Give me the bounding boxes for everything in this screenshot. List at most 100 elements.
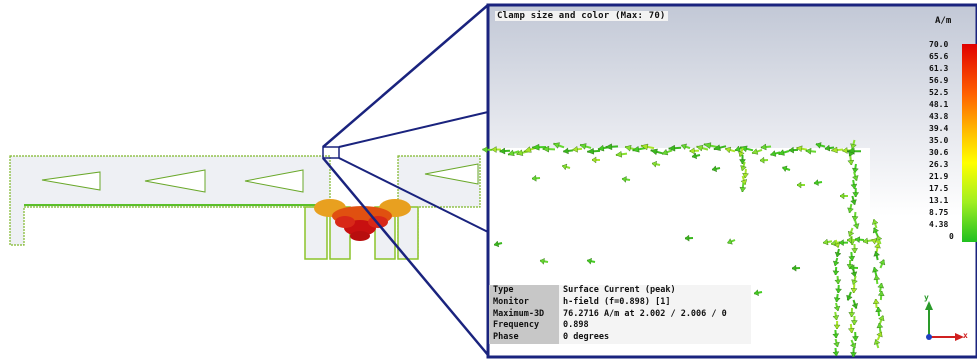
field-arrow-head bbox=[805, 147, 812, 155]
field-arrow-head bbox=[832, 333, 840, 339]
field-arrow-head bbox=[846, 236, 852, 244]
field-arrow-head bbox=[852, 192, 860, 198]
info-row: Maximum-3D 76.2716 A/m at 2.002 / 2.006 /… bbox=[489, 308, 751, 321]
legend-tick-label: 52.5 bbox=[929, 88, 949, 97]
slot-3 bbox=[244, 169, 304, 193]
field-arrow-head bbox=[796, 181, 802, 189]
field-arrow-head bbox=[615, 150, 623, 158]
field-arrow-head bbox=[834, 279, 842, 285]
slot-4 bbox=[424, 163, 479, 185]
field-arrow-head bbox=[877, 290, 885, 297]
legend-tick-label: 21.9 bbox=[929, 172, 949, 181]
field-arrow-head bbox=[689, 147, 695, 155]
field-arrow-head bbox=[759, 156, 765, 164]
field-arrow-head bbox=[852, 336, 859, 342]
field-arrow-head bbox=[873, 339, 881, 345]
field-arrow-head bbox=[815, 142, 822, 149]
field-arrow-head bbox=[871, 219, 879, 225]
field-arrow-head bbox=[851, 248, 858, 254]
field-arrow-head bbox=[877, 282, 885, 289]
field-arrow-head bbox=[713, 144, 721, 151]
field-arrow-head bbox=[621, 176, 627, 183]
field-arrow-head bbox=[681, 143, 687, 150]
field-arrow-head bbox=[847, 207, 854, 214]
field-arrow-head bbox=[742, 172, 749, 179]
field-arrow-head bbox=[850, 183, 858, 190]
field-arrow-head bbox=[874, 242, 881, 249]
field-arrow-head bbox=[847, 327, 855, 334]
field-arrow-head bbox=[591, 156, 597, 164]
field-arrow-head bbox=[539, 258, 545, 265]
info-key: Monitor bbox=[489, 296, 559, 309]
field-arrow-head bbox=[832, 270, 840, 276]
legend-tick-label: 70.0 bbox=[929, 40, 949, 49]
field-arrow-head bbox=[493, 240, 500, 248]
field-arrow-head bbox=[876, 331, 883, 338]
field-arrow-head bbox=[684, 234, 690, 242]
field-arrow-head bbox=[542, 145, 550, 153]
field-arrow-head bbox=[691, 152, 698, 160]
field-arrow-head bbox=[872, 298, 880, 305]
legend-tick-label: 4.38 bbox=[929, 220, 949, 229]
field-arrow-head bbox=[696, 144, 704, 152]
field-arrow-head bbox=[751, 148, 759, 155]
field-arrow-head bbox=[832, 315, 840, 321]
field-arrow-head bbox=[760, 143, 767, 151]
field-arrow-head bbox=[833, 324, 841, 330]
field-arrow-head bbox=[838, 239, 844, 247]
field-arrow-head bbox=[833, 297, 841, 303]
zoom-marker bbox=[322, 146, 340, 159]
field-arrow-head bbox=[482, 146, 488, 154]
field-arrow-head bbox=[711, 165, 718, 173]
legend-tick-label: 48.1 bbox=[929, 100, 949, 109]
field-arrow-head bbox=[850, 143, 857, 150]
info-key: Phase bbox=[489, 332, 559, 344]
field-arrow-head bbox=[791, 264, 797, 272]
field-arrow-head bbox=[854, 236, 860, 244]
field-arrow-head bbox=[846, 294, 853, 301]
field-arrow-head bbox=[850, 199, 857, 206]
field-arrow-head bbox=[849, 264, 855, 272]
field-arrow-head bbox=[862, 237, 869, 245]
field-arrow-head bbox=[605, 143, 613, 151]
legend-tick-label: 39.4 bbox=[929, 124, 949, 133]
info-value: 0.898 bbox=[559, 320, 751, 333]
field-arrow-head bbox=[738, 150, 745, 157]
field-arrow-head bbox=[813, 179, 819, 186]
color-bar bbox=[962, 44, 977, 242]
field-arrow-head bbox=[531, 143, 540, 151]
field-arrow-head bbox=[876, 322, 884, 329]
field-arrow-head bbox=[842, 147, 848, 154]
field-arrow-head bbox=[553, 142, 561, 149]
field-arrow-head bbox=[632, 145, 640, 153]
info-row: Frequency 0.898 bbox=[489, 320, 751, 333]
field-arrow-head bbox=[724, 146, 732, 154]
field-arrow-head bbox=[586, 147, 595, 155]
field-arrow-head bbox=[833, 341, 840, 348]
field-arrow-head bbox=[850, 271, 858, 278]
field-arrow-head bbox=[850, 352, 857, 358]
legend-tick-label: 8.75 bbox=[929, 208, 949, 217]
info-value: Surface Current (peak) bbox=[559, 285, 751, 297]
info-value: 76.2716 A/m at 2.002 / 2.006 / 0 bbox=[559, 308, 751, 321]
field-arrow-head bbox=[832, 260, 840, 266]
field-arrow-head bbox=[651, 160, 657, 168]
field-arrow-head bbox=[852, 175, 859, 181]
field-arrow-head bbox=[834, 251, 842, 258]
axis-y-label: y bbox=[924, 293, 929, 302]
info-key: Maximum-3D bbox=[489, 308, 559, 321]
field-arrow-head bbox=[739, 159, 746, 165]
legend-tick-label: 65.6 bbox=[929, 52, 949, 61]
field-arrow-head bbox=[668, 144, 676, 152]
legend-tick-label: 17.5 bbox=[929, 184, 949, 193]
info-row: Phase 0 degrees bbox=[489, 332, 751, 344]
field-arrow-head bbox=[848, 150, 855, 157]
axis-x-label: x bbox=[963, 331, 968, 340]
structure-top-bar bbox=[9, 155, 331, 246]
field-arrow-head bbox=[852, 223, 860, 229]
field-arrow-head bbox=[851, 303, 859, 309]
field-arrow-head bbox=[872, 227, 880, 234]
field-arrow-head bbox=[851, 279, 858, 286]
field-arrow-head bbox=[727, 238, 733, 245]
legend-tick-label: 35.0 bbox=[929, 136, 949, 145]
